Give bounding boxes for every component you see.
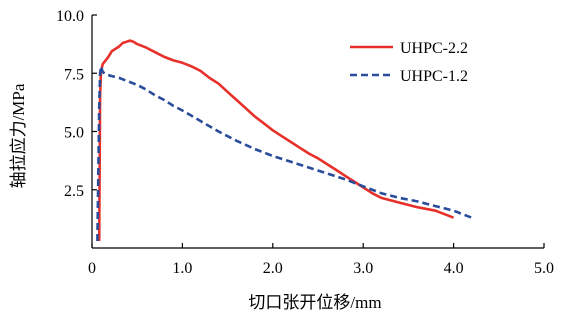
y-ticks: 2.5 5.0 7.5 10.0 — [56, 8, 97, 200]
x-tick-label: 1.0 — [172, 260, 192, 277]
axes — [91, 15, 544, 249]
series-line-uhpc-1-2 — [96, 65, 473, 242]
legend: UHPC-2.2 UHPC-1.2 — [350, 40, 468, 85]
series-group — [96, 39, 473, 242]
x-ticks: 0 1.0 2.0 3.0 4.0 5.0 — [88, 243, 554, 277]
y-tick-label: 7.5 — [64, 66, 84, 83]
y-axis-label: 轴拉应力/MPa — [9, 83, 28, 188]
legend-label-uhpc-1-2: UHPC-1.2 — [400, 68, 468, 85]
y-tick-label: 5.0 — [64, 125, 84, 142]
legend-label-uhpc-2-2: UHPC-2.2 — [400, 40, 468, 57]
x-tick-label: 0 — [88, 260, 96, 277]
y-tick-label: 2.5 — [64, 183, 84, 200]
x-tick-label: 5.0 — [534, 260, 554, 277]
series-line-uhpc-2-2 — [97, 39, 455, 242]
y-tick-label: 10.0 — [56, 8, 84, 25]
x-axis-label: 切口张开位移/mm — [248, 293, 381, 312]
x-tick-label: 2.0 — [263, 260, 283, 277]
x-tick-label: 3.0 — [353, 260, 373, 277]
x-tick-label: 4.0 — [444, 260, 464, 277]
